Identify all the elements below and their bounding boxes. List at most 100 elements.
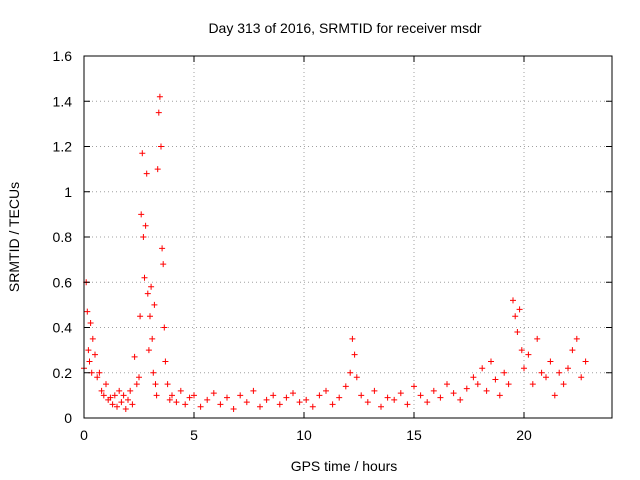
data-point xyxy=(162,358,169,365)
data-point xyxy=(131,353,138,360)
data-point xyxy=(316,392,323,399)
data-point xyxy=(276,401,283,408)
data-point xyxy=(479,365,486,372)
data-point xyxy=(512,313,519,320)
data-point xyxy=(120,392,127,399)
y-tick-label: 1.4 xyxy=(53,93,73,109)
data-point xyxy=(358,392,365,399)
data-point xyxy=(153,392,160,399)
data-point xyxy=(538,369,545,376)
data-point xyxy=(250,387,257,394)
data-point xyxy=(94,374,101,381)
data-point xyxy=(404,401,411,408)
data-point xyxy=(149,335,156,342)
data-point xyxy=(543,374,549,381)
data-point xyxy=(210,390,217,397)
data-point xyxy=(578,374,585,381)
data-point xyxy=(270,392,277,399)
data-point xyxy=(145,347,152,354)
x-tick-label: 20 xyxy=(516,427,532,443)
data-point xyxy=(534,335,541,342)
grid-lines xyxy=(84,56,612,418)
data-point xyxy=(109,401,116,408)
data-point xyxy=(514,329,521,336)
data-point xyxy=(556,369,563,376)
data-points xyxy=(81,93,589,412)
data-point xyxy=(257,403,263,410)
data-point xyxy=(136,374,142,381)
data-point xyxy=(560,381,567,388)
data-point xyxy=(85,347,92,354)
data-point xyxy=(142,222,149,229)
y-tick-label: 0.6 xyxy=(53,274,73,290)
data-point xyxy=(488,358,494,365)
data-point xyxy=(159,245,166,252)
data-point xyxy=(158,143,164,150)
data-point xyxy=(122,405,129,412)
data-point xyxy=(290,390,296,397)
data-point xyxy=(351,351,358,358)
data-point xyxy=(118,399,125,406)
data-point xyxy=(397,390,404,397)
data-point xyxy=(505,381,512,388)
data-point xyxy=(133,381,140,388)
data-point xyxy=(98,387,105,394)
data-point xyxy=(501,369,508,376)
data-point xyxy=(86,358,93,365)
data-point xyxy=(518,347,525,354)
data-point xyxy=(371,387,378,394)
data-point xyxy=(510,297,516,304)
data-point xyxy=(569,347,576,354)
data-point xyxy=(156,93,163,100)
data-point xyxy=(349,335,356,342)
data-point xyxy=(114,403,120,410)
data-point xyxy=(437,394,444,401)
data-point xyxy=(470,374,477,381)
data-point xyxy=(444,381,450,388)
data-point xyxy=(417,392,424,399)
data-point xyxy=(138,211,145,218)
y-tick-label: 0 xyxy=(64,410,72,426)
data-point xyxy=(263,396,270,403)
data-point xyxy=(296,399,303,406)
data-point xyxy=(116,387,123,394)
data-point xyxy=(160,261,167,268)
y-axis: 0 0.2 0.4 0.6 0.8 1 1.2 1.4 1.6 xyxy=(53,48,612,426)
x-tick-label: 10 xyxy=(296,427,312,443)
data-point xyxy=(155,109,162,116)
chart-title: Day 313 of 2016, SRMTID for receiver msd… xyxy=(208,20,481,36)
data-point xyxy=(230,405,237,412)
data-point xyxy=(573,335,580,342)
data-point xyxy=(87,319,94,326)
x-axis-label: GPS time / hours xyxy=(291,458,398,474)
data-point xyxy=(457,396,464,403)
data-point xyxy=(474,381,481,388)
data-point xyxy=(154,166,161,173)
data-point xyxy=(391,396,398,403)
data-point xyxy=(139,150,146,157)
data-point xyxy=(100,392,107,399)
data-point xyxy=(224,394,230,401)
data-point xyxy=(582,358,589,365)
data-point xyxy=(103,381,109,388)
data-point xyxy=(148,283,155,290)
data-point xyxy=(164,381,171,388)
data-point xyxy=(191,392,197,399)
data-point xyxy=(353,374,360,381)
data-point xyxy=(152,381,159,388)
data-point xyxy=(96,369,103,376)
data-point xyxy=(430,387,437,394)
data-point xyxy=(547,358,554,365)
data-point xyxy=(84,308,91,315)
data-point xyxy=(204,396,211,403)
data-point xyxy=(151,301,158,308)
data-point xyxy=(384,394,391,401)
data-point xyxy=(144,290,151,297)
data-point xyxy=(516,306,523,313)
data-point xyxy=(173,399,180,406)
data-point xyxy=(127,387,134,394)
data-point xyxy=(303,396,310,403)
data-point xyxy=(336,394,343,401)
data-point xyxy=(150,369,157,376)
x-tick-label: 0 xyxy=(80,427,88,443)
